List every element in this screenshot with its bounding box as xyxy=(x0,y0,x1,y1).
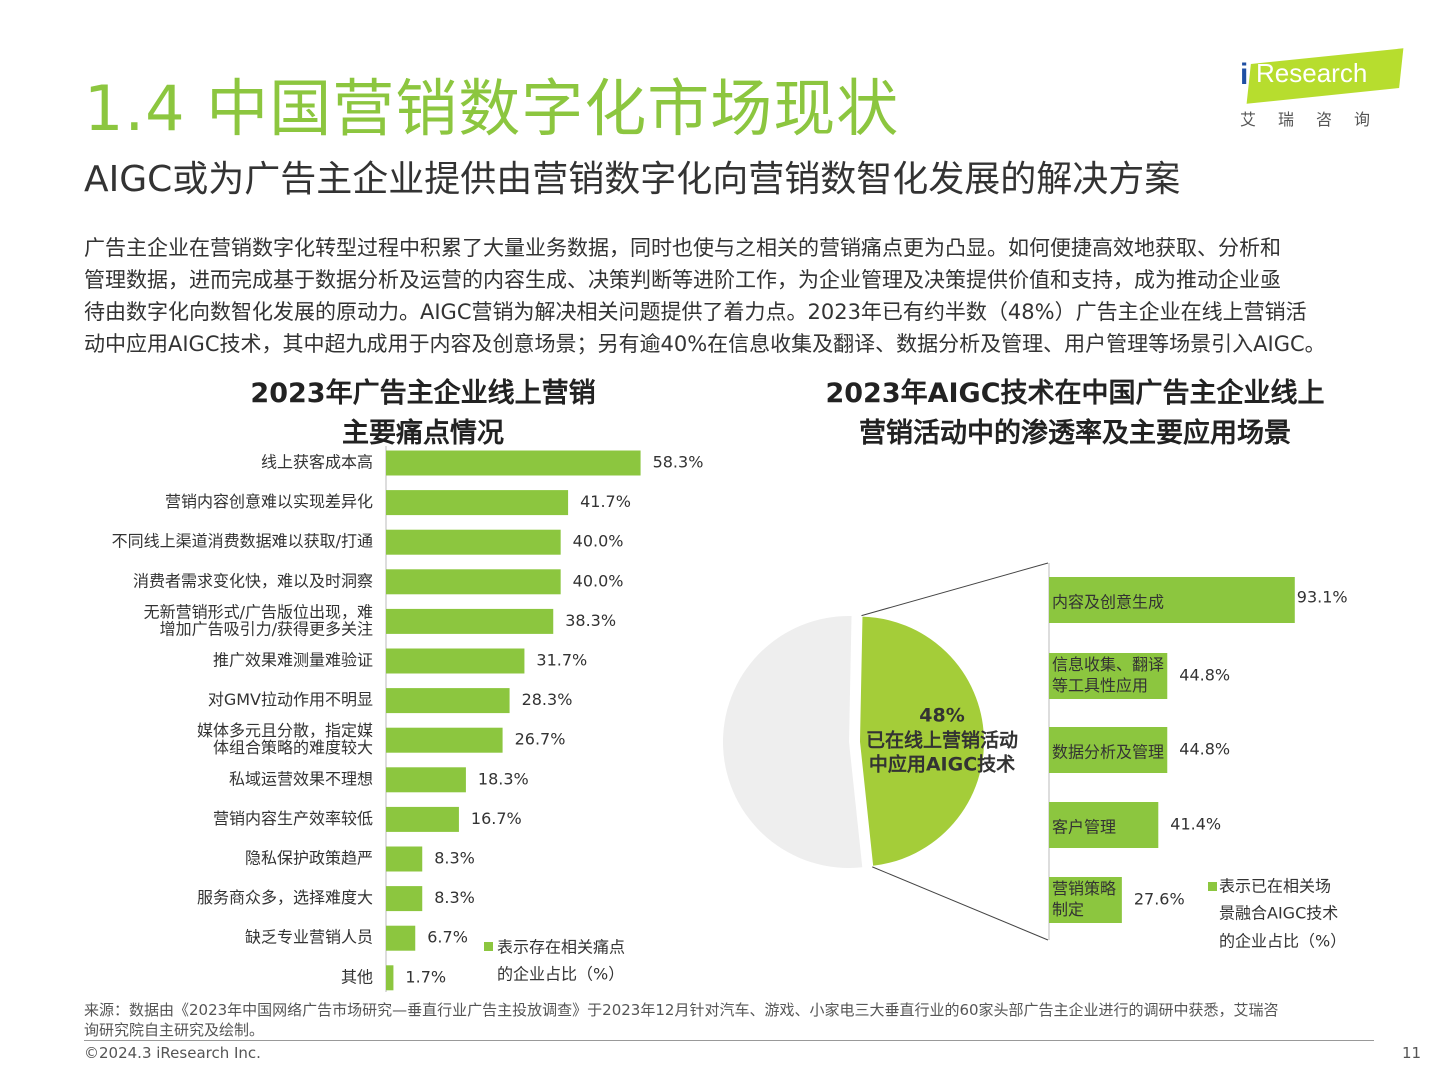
right-category-label: 制定 xyxy=(1052,900,1084,919)
left-bar xyxy=(386,569,561,595)
left-bar-value-label: 16.7% xyxy=(471,809,522,828)
logo-subtitle: 艾瑞咨询 xyxy=(1240,110,1393,129)
right-bar-value-label: 41.4% xyxy=(1170,815,1221,834)
left-category-label: 不同线上渠道消费数据难以获取/打通 xyxy=(112,532,373,551)
left-bar xyxy=(386,688,510,714)
left-bar xyxy=(386,490,569,516)
right-bar-value-label: 44.8% xyxy=(1179,740,1230,759)
right-category-label: 信息收集、翻译 xyxy=(1052,655,1164,674)
right-chart-title-line: 营销活动中的渗透率及主要应用场景 xyxy=(859,418,1291,449)
right-chart-title-line: 2023年AIGC技术在中国广告主企业线上 xyxy=(825,378,1325,409)
left-category-label: 媒体多元且分散，指定媒 xyxy=(197,721,373,740)
left-bar-value-label: 40.0% xyxy=(573,532,624,551)
left-bar xyxy=(386,608,554,634)
left-category-label: 缺乏专业营销人员 xyxy=(245,928,373,947)
right-bar xyxy=(1049,877,1122,923)
right-bar-value-label: 93.1% xyxy=(1297,588,1348,607)
pie-center-label: 已在线上营销活动 xyxy=(866,729,1018,752)
left-category-label: 体组合策略的难度较大 xyxy=(213,738,373,757)
right-bar xyxy=(1049,727,1168,773)
right-bar-value-label: 44.8% xyxy=(1179,666,1230,685)
left-category-label: 增加广告吸引力/获得更多关注 xyxy=(160,619,373,638)
source-line: 询研究院自主研究及绘制。 xyxy=(84,1021,265,1039)
left-bar xyxy=(386,450,641,476)
paragraph-line: 待由数字化向数智化发展的原动力。AIGC营销为解决相关问题提供了着力点。2023… xyxy=(84,300,1307,324)
pie-slice-other xyxy=(722,616,863,868)
pie-slice-aigc xyxy=(857,614,986,868)
pie-center-label: 中应用AIGC技术 xyxy=(869,753,1015,776)
left-category-label: 其他 xyxy=(341,967,373,986)
left-legend-swatch xyxy=(484,942,493,951)
left-bar xyxy=(386,846,423,872)
left-legend-text: 的企业占比（%） xyxy=(497,965,624,984)
logo-i-letter: i xyxy=(1240,58,1249,91)
source-line: 来源：数据由《2023年中国网络广告市场研究—垂直行业广告主投放调查》于2023… xyxy=(84,1001,1279,1019)
right-category-label: 营销策略 xyxy=(1052,879,1116,898)
left-bar-value-label: 58.3% xyxy=(653,453,704,472)
logo-name: Research xyxy=(1256,58,1368,88)
paragraph-line: 动中应用AIGC技术，其中超九成用于内容及创意场景；另有逾40%在信息收集及翻译… xyxy=(84,332,1326,356)
pie-percent-label: 48% xyxy=(919,705,964,727)
left-bar-value-label: 18.3% xyxy=(478,769,529,788)
left-bar-value-label: 38.3% xyxy=(565,611,616,630)
right-chart-title: 2023年AIGC技术在中国广告主企业线上 营销活动中的渗透率及主要应用场景 xyxy=(800,374,1350,454)
left-bar xyxy=(386,767,466,793)
right-category-label: 数据分析及管理 xyxy=(1052,743,1164,762)
left-bar-value-label: 6.7% xyxy=(427,928,468,947)
right-bar xyxy=(1049,802,1159,848)
iresearch-logo: i Research 艾瑞咨询 xyxy=(1238,46,1408,136)
left-bar-value-label: 8.3% xyxy=(434,849,475,868)
left-category-label: 无新营销形式/广告版位出现，难 xyxy=(144,602,373,621)
intro-paragraph: 广告主企业在营销数字化转型过程中积累了大量业务数据，同时也使与之相关的营销痛点更… xyxy=(84,232,1384,360)
pie-connector-bottom xyxy=(872,866,1049,941)
left-bar xyxy=(386,648,525,674)
left-chart-title: 2023年广告主企业线上营销 主要痛点情况 xyxy=(228,374,618,454)
left-category-label: 隐私保护政策趋严 xyxy=(245,849,373,868)
right-legend-text: 景融合AIGC技术 xyxy=(1219,904,1338,923)
left-category-label: 服务商众多，选择难度大 xyxy=(197,888,373,907)
footer-divider xyxy=(84,1040,1374,1041)
copyright: ©2024.3 iResearch Inc. xyxy=(84,1044,261,1062)
pie-connector-top xyxy=(861,562,1049,617)
left-bar-value-label: 26.7% xyxy=(515,730,566,749)
left-chart-title-line: 2023年广告主企业线上营销 xyxy=(250,378,596,409)
left-bar xyxy=(386,806,459,832)
paragraph-line: 管理数据，进而完成基于数据分析及运营的内容生成、决策判断等进阶工作，为企业管理及… xyxy=(84,268,1281,292)
right-bar-value-label: 27.6% xyxy=(1134,890,1185,909)
left-category-label: 对GMV拉动作用不明显 xyxy=(208,690,373,709)
left-bar xyxy=(386,886,423,912)
left-bar xyxy=(386,925,416,951)
left-category-label: 消费者需求变化快，难以及时洞察 xyxy=(133,571,373,590)
left-category-label: 营销内容创意难以实现差异化 xyxy=(165,492,373,511)
source-note: 来源：数据由《2023年中国网络广告市场研究—垂直行业广告主投放调查》于2023… xyxy=(84,1000,1374,1040)
right-legend-text: 表示已在相关场 xyxy=(1219,877,1331,896)
left-category-label: 推广效果难测量难验证 xyxy=(213,651,373,670)
page-subtitle: AIGC或为广告主企业提供由营销数字化向营销数智化发展的解决方案 xyxy=(84,159,1181,200)
left-bar-value-label: 31.7% xyxy=(536,651,587,670)
page-number: 11 xyxy=(1402,1044,1422,1062)
left-bar xyxy=(386,529,561,555)
right-bar xyxy=(1049,577,1295,623)
left-category-label: 线上获客成本高 xyxy=(261,453,373,472)
left-bar xyxy=(386,727,503,753)
left-bar-value-label: 28.3% xyxy=(522,690,573,709)
left-category-label: 营销内容生产效率较低 xyxy=(213,809,373,828)
right-category-label: 等工具性应用 xyxy=(1052,676,1148,695)
left-bar-value-label: 41.7% xyxy=(580,492,631,511)
right-category-label: 客户管理 xyxy=(1052,818,1116,837)
left-bar-value-label: 40.0% xyxy=(573,571,624,590)
left-bar-value-label: 8.3% xyxy=(434,888,475,907)
right-bar xyxy=(1049,653,1168,699)
page-title: 1.4 中国营销数字化市场现状 xyxy=(84,72,900,145)
right-legend-text: 的企业占比（%） xyxy=(1219,932,1346,951)
left-chart-title-line: 主要痛点情况 xyxy=(342,418,504,449)
left-bar xyxy=(386,965,394,991)
right-category-label: 内容及创意生成 xyxy=(1052,593,1164,612)
left-legend-text: 表示存在相关痛点 xyxy=(497,938,625,957)
right-legend-swatch xyxy=(1208,882,1217,891)
left-bar-value-label: 1.7% xyxy=(405,967,446,986)
left-category-label: 私域运营效果不理想 xyxy=(229,769,373,788)
paragraph-line: 广告主企业在营销数字化转型过程中积累了大量业务数据，同时也使与之相关的营销痛点更… xyxy=(84,236,1281,260)
